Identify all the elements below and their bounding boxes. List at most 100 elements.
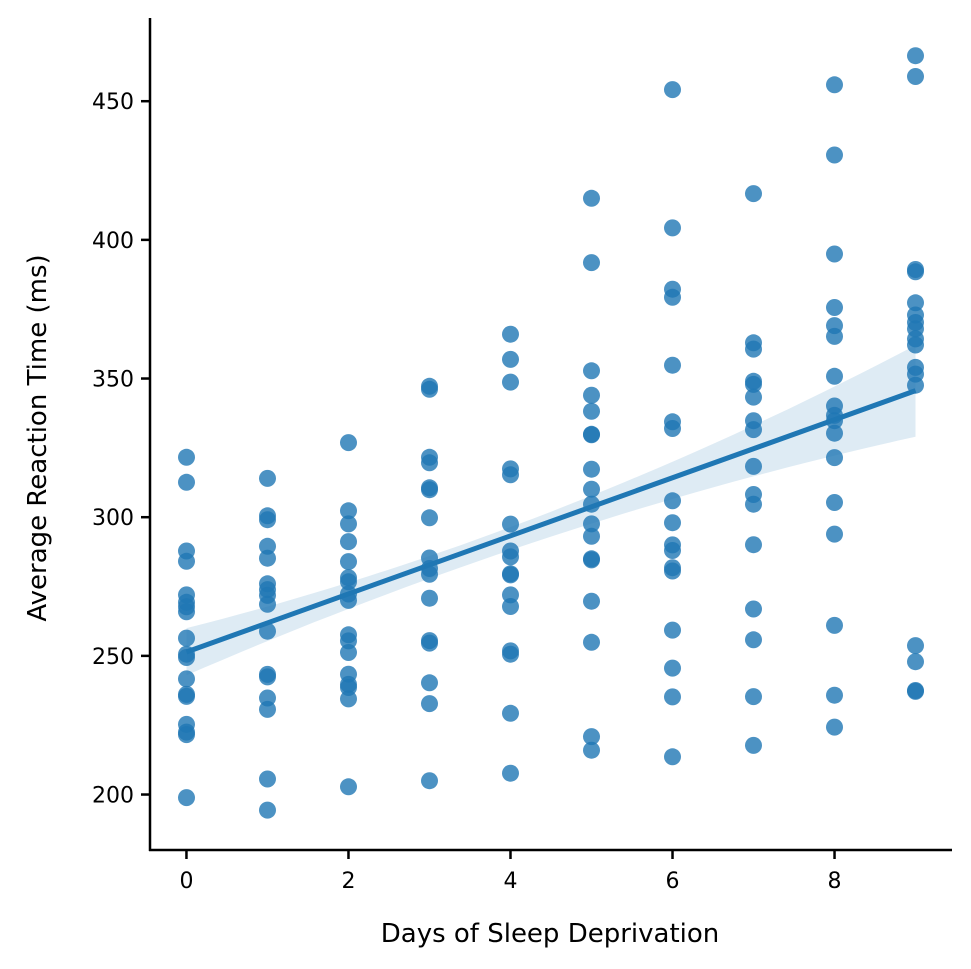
confidence-band <box>186 345 916 676</box>
data-point <box>178 726 195 744</box>
data-point <box>259 549 276 567</box>
data-point <box>826 686 843 704</box>
data-point <box>664 356 681 374</box>
data-point <box>664 514 681 532</box>
data-point <box>583 460 600 478</box>
data-point <box>583 592 600 610</box>
data-point <box>745 185 762 203</box>
data-point <box>664 288 681 306</box>
regression-line-layer <box>185 388 917 655</box>
data-point <box>421 589 438 607</box>
data-point <box>178 552 195 570</box>
data-point <box>340 591 357 609</box>
data-point <box>826 525 843 543</box>
data-point <box>826 327 843 345</box>
data-point <box>340 644 357 661</box>
y-tick-label: 400 <box>92 229 134 254</box>
data-point <box>178 629 195 647</box>
data-point <box>502 645 519 663</box>
data-point <box>826 146 843 164</box>
y-tick-label: 350 <box>92 368 134 393</box>
data-point <box>421 772 438 790</box>
data-point <box>259 700 276 718</box>
x-tick-label: 0 <box>179 869 193 894</box>
y-tick-label: 450 <box>92 90 134 115</box>
data-point <box>583 551 600 569</box>
data-point <box>664 659 681 677</box>
y-tick-label: 200 <box>92 784 134 809</box>
x-tick-label: 8 <box>828 869 842 894</box>
data-point <box>826 367 843 385</box>
data-point <box>259 770 276 788</box>
data-point <box>502 566 519 584</box>
data-point <box>340 573 357 591</box>
data-point <box>340 533 357 551</box>
data-point <box>502 764 519 782</box>
data-point <box>745 421 762 439</box>
x-axis-title: Days of Sleep Deprivation <box>381 919 720 949</box>
x-tick-label: 4 <box>503 869 517 894</box>
data-point <box>178 687 195 705</box>
data-point <box>583 254 600 272</box>
data-point <box>259 668 276 686</box>
confidence-band-layer <box>186 345 916 676</box>
data-point <box>421 565 438 583</box>
data-point <box>826 424 843 442</box>
data-point <box>826 245 843 263</box>
data-point <box>583 386 600 404</box>
y-tick-label: 250 <box>92 645 134 670</box>
data-point <box>745 600 762 618</box>
data-point <box>502 350 519 368</box>
data-points-layer <box>178 47 924 819</box>
data-point <box>583 189 600 207</box>
data-point <box>745 457 762 475</box>
data-point <box>826 449 843 467</box>
data-point <box>664 621 681 639</box>
data-point <box>745 688 762 706</box>
data-point <box>745 736 762 754</box>
data-point <box>583 480 600 498</box>
data-point <box>583 633 600 651</box>
data-point <box>907 637 924 655</box>
data-point <box>340 553 357 571</box>
data-point <box>583 515 600 533</box>
data-point <box>340 515 357 533</box>
data-point <box>340 434 357 452</box>
data-point <box>826 299 843 316</box>
data-point <box>259 511 276 529</box>
data-point <box>259 801 276 819</box>
data-point <box>583 426 600 444</box>
data-point <box>583 362 600 380</box>
data-point <box>421 481 438 499</box>
data-point <box>826 718 843 736</box>
data-point <box>826 412 843 430</box>
data-point <box>664 542 681 559</box>
data-point <box>664 219 681 237</box>
data-point <box>178 670 195 688</box>
data-point <box>502 598 519 615</box>
data-point <box>583 495 600 513</box>
data-point <box>583 728 600 746</box>
x-ticks: 0 2 4 6 8 <box>179 850 842 894</box>
data-point <box>907 47 924 65</box>
data-point <box>664 492 681 510</box>
data-point <box>178 649 195 666</box>
data-point <box>259 469 276 487</box>
data-point <box>340 778 357 796</box>
y-axis-title: Average Reaction Time (ms) <box>23 254 53 621</box>
data-point <box>907 376 924 394</box>
data-point <box>907 263 924 281</box>
regression-line <box>185 388 917 655</box>
data-point <box>421 454 438 472</box>
data-point <box>178 473 195 491</box>
data-point <box>664 748 681 766</box>
data-point <box>259 595 276 613</box>
data-point <box>583 741 600 759</box>
data-point <box>340 502 357 520</box>
data-point <box>826 494 843 511</box>
data-point <box>502 373 519 391</box>
data-point <box>745 536 762 554</box>
data-point <box>745 340 762 358</box>
data-point <box>421 695 438 713</box>
